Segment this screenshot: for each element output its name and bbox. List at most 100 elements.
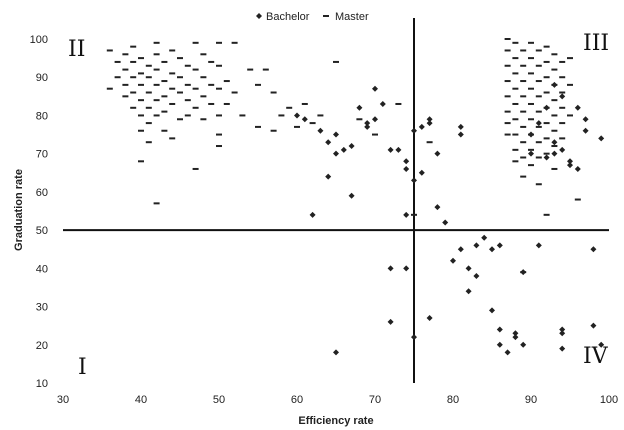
master-point <box>130 91 137 94</box>
bachelor-point <box>559 146 566 153</box>
master-point <box>114 76 121 79</box>
master-point <box>216 145 222 148</box>
bachelor-point <box>411 177 417 184</box>
master-point <box>122 53 129 56</box>
master-point <box>528 118 534 121</box>
master-point <box>309 122 316 125</box>
master-point <box>333 60 339 63</box>
bachelor-point <box>387 265 394 272</box>
master-point <box>122 68 129 71</box>
master-point <box>208 60 215 63</box>
master-point <box>153 114 160 117</box>
bachelor-point <box>543 154 550 161</box>
bachelor-point <box>551 150 558 157</box>
master-point <box>520 175 527 178</box>
master-point <box>520 156 527 159</box>
bachelor-point <box>567 158 573 165</box>
y-axis-ticks: 10 20 30 40 50 60 70 80 90 100 <box>30 34 48 390</box>
master-point <box>512 57 519 60</box>
master-point <box>169 87 176 90</box>
bachelor-point <box>582 116 589 123</box>
master-point <box>270 129 277 132</box>
master-point <box>200 76 207 79</box>
master-point <box>130 76 137 79</box>
master-point <box>551 145 558 148</box>
master-point <box>520 95 527 98</box>
y-tick-label: 80 <box>36 110 48 122</box>
master-point <box>520 49 527 52</box>
master-point <box>528 164 534 167</box>
y-tick-label: 40 <box>36 263 48 275</box>
bachelor-point <box>411 334 417 341</box>
master-point <box>145 122 152 125</box>
master-point <box>559 122 566 125</box>
bachelor-point <box>348 192 355 199</box>
bachelor-point <box>567 162 573 169</box>
master-point <box>208 83 215 86</box>
x-tick-label: 30 <box>57 394 69 406</box>
bachelor-point <box>465 265 472 272</box>
bachelor-point <box>559 345 566 352</box>
master-point <box>161 129 168 132</box>
bachelor-point <box>590 322 597 329</box>
bachelor-point <box>411 127 417 134</box>
master-point <box>138 83 144 86</box>
master-point <box>512 160 519 163</box>
master-point <box>567 114 573 117</box>
master-point <box>216 133 222 136</box>
bachelor-point <box>348 143 355 150</box>
master-point <box>169 137 176 140</box>
master-point <box>301 102 308 105</box>
master-point <box>543 213 550 216</box>
master-point <box>535 95 542 98</box>
master-point <box>192 68 199 71</box>
bachelor-point <box>598 135 605 142</box>
x-tick-label: 80 <box>447 394 459 406</box>
bachelor-point <box>340 146 347 153</box>
master-point <box>286 106 293 109</box>
master-point <box>161 60 168 63</box>
bachelor-point <box>356 104 363 111</box>
bachelor-point <box>574 104 581 111</box>
master-point <box>138 57 144 60</box>
bachelor-point <box>559 93 566 100</box>
master-point <box>239 114 246 117</box>
x-tick-label: 90 <box>525 394 537 406</box>
bachelor-point <box>465 288 472 295</box>
master-point <box>138 160 144 163</box>
master-point <box>559 106 566 109</box>
bachelor-point <box>325 173 332 180</box>
master-point <box>177 76 183 79</box>
master-point <box>231 91 238 94</box>
master-point <box>145 76 152 79</box>
y-tick-label: 70 <box>36 149 48 161</box>
bachelor-point <box>333 150 339 157</box>
x-tick-label: 50 <box>213 394 225 406</box>
master-point <box>122 83 129 86</box>
y-tick-label: 100 <box>30 34 48 46</box>
reference-lines <box>63 18 609 383</box>
master-point <box>528 41 534 44</box>
master-point <box>223 80 230 83</box>
master-point <box>411 213 417 216</box>
master-point <box>255 125 261 128</box>
master-point <box>200 118 207 121</box>
bachelor-point <box>457 123 464 130</box>
bachelor-point <box>317 127 324 134</box>
y-tick-label: 90 <box>36 72 48 84</box>
master-point <box>512 133 519 136</box>
bachelor-point <box>504 349 511 356</box>
master-point <box>208 102 215 105</box>
bachelor-point <box>535 120 542 127</box>
quadrant-label-ii: II <box>68 37 85 62</box>
bachelor-point <box>512 334 519 341</box>
master-point <box>223 102 230 105</box>
master-point <box>520 64 527 67</box>
master-point <box>512 118 519 121</box>
master-point <box>114 60 121 63</box>
series-master <box>106 38 581 274</box>
master-point <box>216 41 222 44</box>
master-point <box>138 72 144 75</box>
master-point <box>567 83 573 86</box>
